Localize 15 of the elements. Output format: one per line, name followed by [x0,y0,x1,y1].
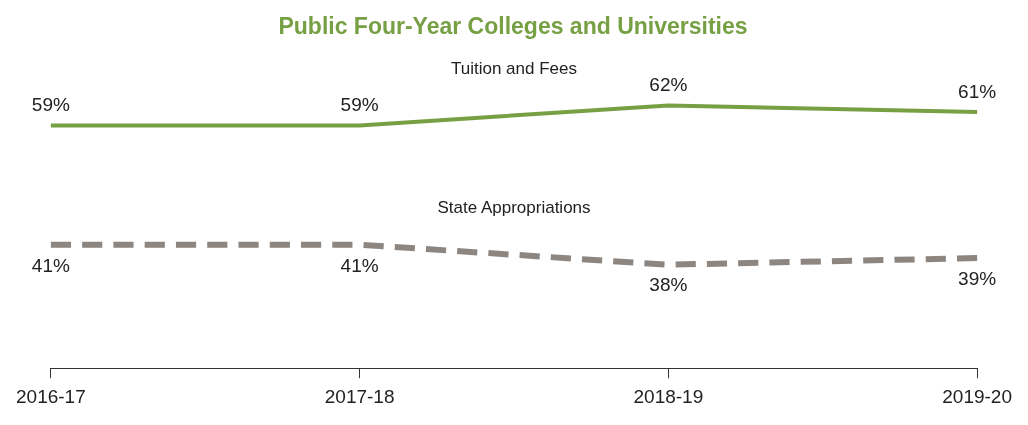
chart-title: Public Four-Year Colleges and Universities [278,13,748,40]
data-label: 59% [340,94,379,116]
data-label: 62% [649,74,688,96]
data-label: 39% [958,267,997,289]
series-label: State Appropriations [437,197,591,217]
data-label: 41% [31,254,70,276]
data-label: 59% [31,94,70,116]
series-label: Tuition and Fees [451,58,577,78]
data-label: 61% [958,80,997,102]
x-tick-label: 2019-20 [942,385,1012,407]
data-label: 38% [649,274,688,296]
x-tick-label: 2017-18 [324,385,395,407]
data-label: 41% [340,254,379,276]
x-tick-label: 2018-19 [633,385,704,407]
x-tick-label: 2016-17 [16,385,86,407]
